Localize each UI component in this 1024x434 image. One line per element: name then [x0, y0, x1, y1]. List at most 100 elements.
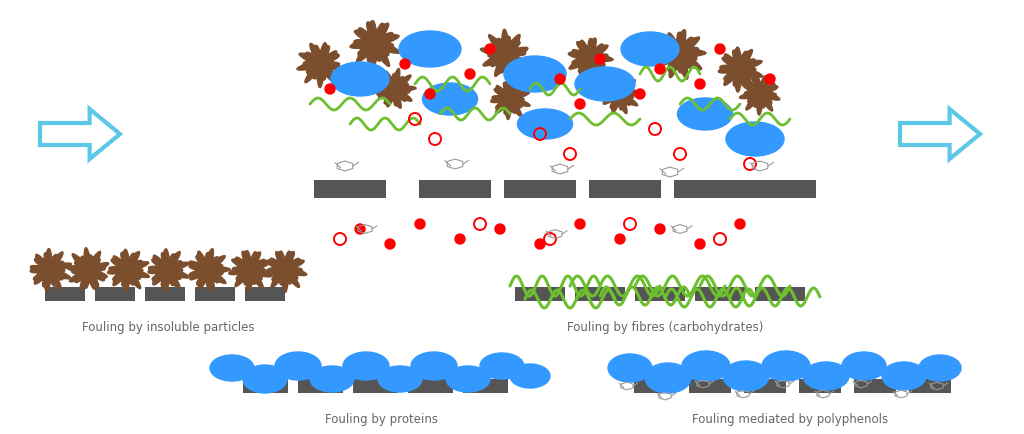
- FancyBboxPatch shape: [352, 379, 397, 393]
- Polygon shape: [108, 250, 150, 292]
- Polygon shape: [189, 249, 230, 291]
- Polygon shape: [228, 251, 271, 293]
- Circle shape: [535, 240, 545, 250]
- Text: Fouling by insoluble particles: Fouling by insoluble particles: [82, 320, 254, 333]
- FancyBboxPatch shape: [95, 287, 135, 301]
- Polygon shape: [377, 69, 416, 109]
- FancyBboxPatch shape: [314, 181, 386, 198]
- FancyBboxPatch shape: [589, 181, 662, 198]
- Ellipse shape: [517, 110, 572, 140]
- Text: Fouling mediated by polyphenols: Fouling mediated by polyphenols: [692, 412, 888, 425]
- Circle shape: [695, 240, 705, 250]
- Circle shape: [735, 220, 745, 230]
- Circle shape: [555, 75, 565, 85]
- FancyBboxPatch shape: [799, 379, 841, 393]
- FancyBboxPatch shape: [755, 287, 805, 301]
- Ellipse shape: [310, 366, 354, 392]
- Circle shape: [635, 90, 645, 100]
- Ellipse shape: [645, 363, 691, 393]
- Polygon shape: [350, 22, 400, 71]
- Polygon shape: [656, 31, 706, 80]
- FancyBboxPatch shape: [635, 287, 685, 301]
- Circle shape: [615, 234, 625, 244]
- Circle shape: [325, 85, 335, 95]
- FancyBboxPatch shape: [45, 287, 85, 301]
- Circle shape: [765, 75, 775, 85]
- FancyBboxPatch shape: [695, 287, 745, 301]
- FancyBboxPatch shape: [195, 287, 234, 301]
- Ellipse shape: [343, 352, 389, 380]
- Circle shape: [575, 100, 585, 110]
- Ellipse shape: [803, 362, 849, 390]
- Ellipse shape: [399, 32, 461, 68]
- Polygon shape: [66, 248, 109, 290]
- Polygon shape: [719, 48, 763, 93]
- Circle shape: [415, 220, 425, 230]
- Ellipse shape: [678, 99, 732, 131]
- FancyBboxPatch shape: [674, 181, 746, 198]
- FancyBboxPatch shape: [243, 379, 288, 393]
- FancyBboxPatch shape: [744, 379, 786, 393]
- Polygon shape: [31, 249, 72, 292]
- FancyBboxPatch shape: [145, 287, 185, 301]
- FancyBboxPatch shape: [689, 379, 731, 393]
- Circle shape: [400, 60, 410, 70]
- Polygon shape: [40, 110, 120, 160]
- Circle shape: [455, 234, 465, 244]
- Ellipse shape: [575, 68, 635, 102]
- FancyBboxPatch shape: [463, 379, 508, 393]
- Polygon shape: [602, 75, 641, 115]
- Text: Fouling by proteins: Fouling by proteins: [325, 412, 437, 425]
- FancyBboxPatch shape: [575, 287, 625, 301]
- FancyBboxPatch shape: [744, 181, 816, 198]
- Ellipse shape: [411, 352, 457, 380]
- Polygon shape: [297, 43, 342, 89]
- Ellipse shape: [726, 123, 784, 157]
- FancyBboxPatch shape: [634, 379, 676, 393]
- FancyBboxPatch shape: [408, 379, 453, 393]
- Circle shape: [655, 65, 665, 75]
- Circle shape: [385, 240, 395, 250]
- Ellipse shape: [378, 366, 422, 392]
- Ellipse shape: [504, 57, 566, 93]
- Polygon shape: [264, 251, 307, 293]
- Ellipse shape: [608, 354, 652, 382]
- Ellipse shape: [480, 353, 524, 379]
- Ellipse shape: [331, 63, 389, 97]
- Text: Fouling by fibres (carbohydrates): Fouling by fibres (carbohydrates): [567, 320, 763, 333]
- Ellipse shape: [423, 84, 477, 116]
- Ellipse shape: [723, 361, 769, 391]
- Ellipse shape: [243, 365, 287, 393]
- Ellipse shape: [510, 364, 550, 388]
- Circle shape: [485, 45, 495, 55]
- Circle shape: [715, 45, 725, 55]
- Ellipse shape: [275, 352, 321, 380]
- Polygon shape: [739, 76, 780, 116]
- FancyBboxPatch shape: [515, 287, 565, 301]
- Circle shape: [495, 224, 505, 234]
- Ellipse shape: [919, 355, 961, 381]
- Ellipse shape: [621, 33, 679, 67]
- FancyBboxPatch shape: [419, 181, 490, 198]
- Polygon shape: [147, 249, 189, 292]
- Polygon shape: [480, 30, 528, 78]
- Ellipse shape: [682, 351, 730, 381]
- Circle shape: [595, 55, 605, 65]
- Circle shape: [355, 224, 365, 234]
- Circle shape: [465, 70, 475, 80]
- Polygon shape: [900, 110, 980, 160]
- FancyBboxPatch shape: [854, 379, 896, 393]
- Polygon shape: [490, 80, 530, 120]
- Circle shape: [655, 224, 665, 234]
- Circle shape: [425, 90, 435, 100]
- FancyBboxPatch shape: [909, 379, 951, 393]
- FancyBboxPatch shape: [245, 287, 285, 301]
- Ellipse shape: [446, 366, 490, 392]
- Circle shape: [695, 80, 705, 90]
- Polygon shape: [568, 39, 613, 83]
- Ellipse shape: [842, 352, 886, 380]
- Circle shape: [575, 220, 585, 230]
- FancyBboxPatch shape: [298, 379, 342, 393]
- FancyBboxPatch shape: [504, 181, 575, 198]
- Ellipse shape: [210, 355, 254, 381]
